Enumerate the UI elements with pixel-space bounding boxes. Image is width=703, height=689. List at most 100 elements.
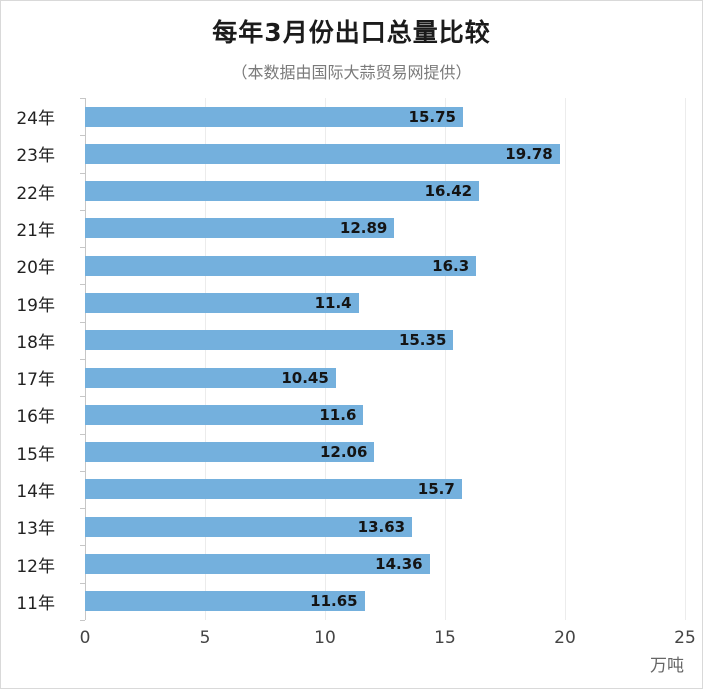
y-axis-label: 12年	[16, 556, 55, 577]
bar-row: 18年 15.35	[1, 322, 685, 359]
bar-value-label: 16.42	[424, 182, 473, 201]
bar-row: 15年 12.06	[1, 434, 685, 471]
bar-track: 13.63	[85, 516, 685, 537]
y-axis-tick	[80, 135, 85, 136]
bar-track: 14.36	[85, 554, 685, 575]
chart-title: 每年3月份出口总量比较	[212, 18, 491, 47]
bar-track: 12.06	[85, 442, 685, 463]
bar-row: 17年 10.45	[1, 359, 685, 396]
y-axis-tick	[80, 247, 85, 248]
bar-value-label: 11.6	[319, 405, 357, 424]
x-axis-tick-label: 20	[554, 628, 576, 648]
bar: 10.45	[85, 367, 336, 388]
chart-subtitle: （本数据由国际大蒜贸易网提供）	[231, 63, 472, 82]
bar: 15.35	[85, 330, 454, 351]
gridline	[205, 98, 206, 620]
x-axis-tick-label: 0	[79, 628, 91, 648]
bar-track: 11.6	[85, 404, 685, 425]
y-axis-tick	[80, 284, 85, 285]
grid-layer	[80, 98, 686, 621]
bar-row: 21年 12.89	[1, 210, 685, 247]
bar: 16.42	[85, 181, 480, 202]
y-axis-tick	[80, 434, 85, 435]
bar-value-label: 19.78	[505, 144, 553, 163]
bar-track: 11.65	[85, 591, 685, 612]
bar-row: 14年 15.7	[1, 471, 685, 508]
y-axis-label: 22年	[16, 183, 55, 204]
bar-value-label: 12.06	[319, 443, 368, 462]
y-axis-tick	[80, 173, 85, 174]
bar-value-label: 14.36	[375, 555, 423, 574]
bar-row: 24年 15.75	[1, 98, 685, 135]
bar-value-label: 11.65	[310, 592, 358, 611]
bar-value-label: 13.63	[357, 517, 406, 536]
bar: 14.36	[85, 554, 430, 575]
bar-track: 19.78	[85, 143, 685, 164]
bar-track: 16.42	[85, 181, 685, 202]
bar-track: 10.45	[85, 367, 685, 388]
bar-row: 19年 11.4	[1, 284, 685, 321]
bar-rows: 24年 15.75 23年 19.78 22年 16.42 21年 12.89 20年 16.3 1…	[1, 98, 685, 620]
y-axis-label: 15年	[16, 444, 55, 465]
bar-value-label: 15.35	[398, 331, 447, 350]
gridline	[565, 98, 566, 620]
gridline	[325, 98, 326, 620]
bar-value-label: 15.7	[417, 480, 455, 499]
bar: 13.63	[85, 516, 413, 537]
x-axis-tick-label: 5	[199, 628, 211, 648]
bar: 11.65	[85, 591, 365, 612]
y-axis-label: 11年	[16, 593, 55, 614]
bar-value-label: 12.89	[339, 219, 388, 238]
y-axis-tick	[80, 508, 85, 509]
y-axis-label: 19年	[16, 295, 55, 316]
gridline	[445, 98, 446, 620]
x-axis-tick-label: 25	[674, 628, 696, 648]
y-axis-tick	[80, 210, 85, 211]
y-axis-label: 14年	[16, 481, 55, 502]
bar: 16.3	[85, 255, 477, 276]
bar: 11.6	[85, 404, 364, 425]
bar-track: 11.4	[85, 293, 685, 314]
bar-track: 16.3	[85, 255, 685, 276]
bar: 15.75	[85, 106, 463, 127]
y-axis-tick	[80, 471, 85, 472]
bar-track: 12.89	[85, 218, 685, 239]
y-axis-label: 16年	[16, 407, 55, 428]
bar-row: 12年 14.36	[1, 545, 685, 582]
bar-row: 23年 19.78	[1, 135, 685, 172]
bar-value-label: 11.4	[314, 294, 352, 313]
x-axis: 0 5 10 15 20 25	[1, 628, 702, 652]
y-axis-line	[85, 98, 86, 620]
x-axis-tick-label: 15	[434, 628, 456, 648]
bar-value-label: 16.3	[432, 256, 470, 275]
bar-row: 22年 16.42	[1, 173, 685, 210]
y-axis-label: 21年	[16, 220, 55, 241]
bar-value-label: 10.45	[281, 368, 329, 387]
y-axis-tick	[80, 359, 85, 360]
bar-row: 20年 16.3	[1, 247, 685, 284]
bar-track: 15.7	[85, 479, 685, 500]
y-axis-tick	[80, 620, 85, 621]
y-axis-label: 18年	[16, 332, 55, 353]
bar: 19.78	[85, 143, 560, 164]
bar-track: 15.35	[85, 330, 685, 351]
x-axis-unit-label: 万吨	[650, 656, 684, 676]
bar-row: 11年 11.65	[1, 583, 685, 620]
y-axis-tick	[80, 322, 85, 323]
y-axis-tick	[80, 98, 85, 99]
bar-value-label: 15.75	[408, 107, 456, 126]
y-axis-tick	[80, 583, 85, 584]
x-axis-tick-label: 10	[314, 628, 336, 648]
bar: 12.89	[85, 218, 395, 239]
y-axis-tick	[80, 396, 85, 397]
y-axis-label: 24年	[16, 109, 55, 130]
gridline	[685, 98, 686, 620]
bar-chart: 24年 15.75 23年 19.78 22年 16.42 21年 12.89 20年 16.3 1…	[1, 98, 702, 658]
bar: 12.06	[85, 442, 375, 463]
bar: 11.4	[85, 293, 359, 314]
y-axis-label: 13年	[16, 519, 55, 540]
bar-row: 16年 11.6	[1, 396, 685, 433]
y-axis-label: 17年	[16, 370, 55, 391]
y-axis-label: 23年	[16, 146, 55, 167]
